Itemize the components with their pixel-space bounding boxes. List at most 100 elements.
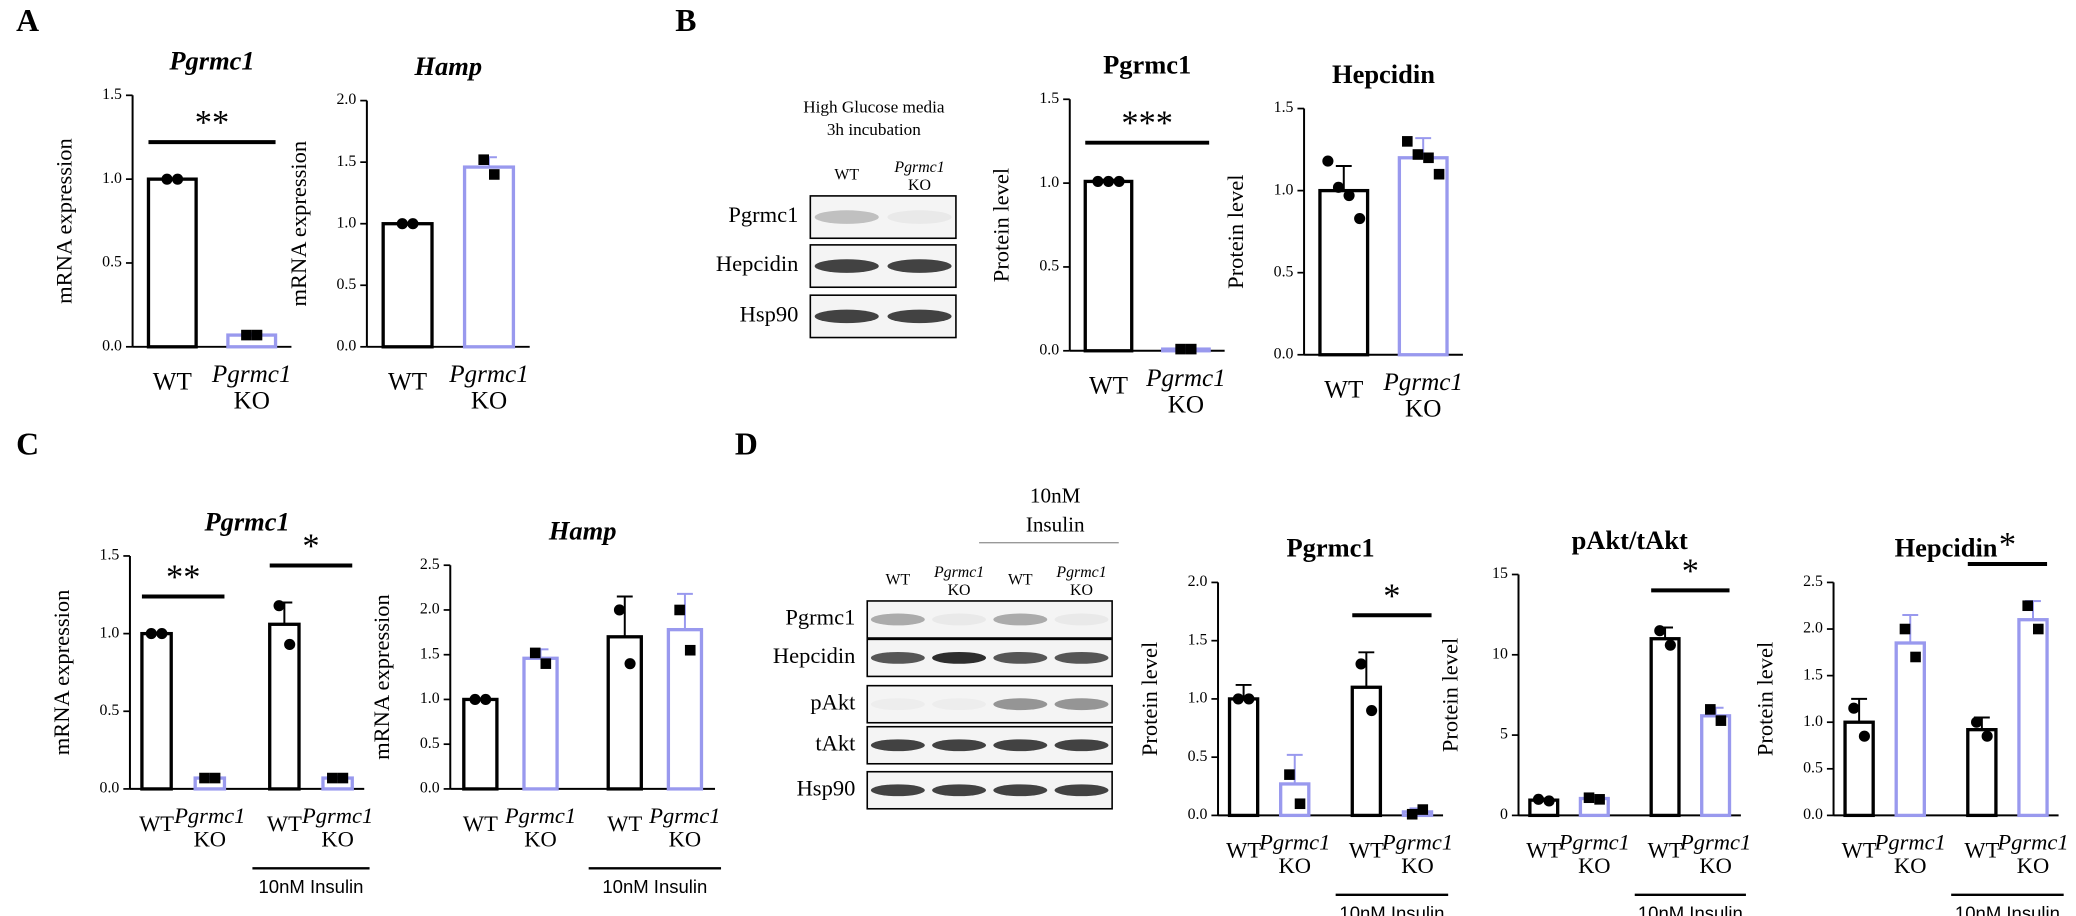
bar (1083, 179, 1134, 353)
data-point (1294, 798, 1306, 810)
y-tick-label: 1.0 (1803, 713, 1823, 730)
row-label: tAkt (815, 730, 856, 755)
row-label: Hepcidin (773, 643, 855, 668)
data-point (407, 218, 419, 230)
y-axis-label: Protein level (1223, 174, 1248, 288)
data-point (1406, 808, 1418, 820)
blot-band (932, 651, 987, 664)
y-axis-label: Protein level (1137, 642, 1162, 756)
data-point (1332, 181, 1345, 193)
panel-letter: C (16, 427, 39, 462)
y-tick-label: 1.5 (1188, 631, 1208, 648)
data-point (1417, 804, 1429, 815)
chart-title: Pgrmc1 (1286, 533, 1374, 563)
data-point (1343, 189, 1355, 202)
blot-frame (866, 600, 1113, 639)
data-point (1705, 704, 1716, 715)
data-point (1322, 155, 1334, 167)
data-point (199, 772, 210, 784)
bar (1649, 637, 1681, 818)
bar (268, 622, 301, 791)
group-label: 10nM Insulin (1339, 903, 1444, 916)
blot-band (932, 784, 987, 797)
y-tick-label: 1.0 (100, 624, 120, 641)
data-point (1594, 794, 1605, 805)
x-tick-label: WT (388, 369, 427, 396)
x-tick-label: WT (267, 811, 302, 836)
bar (146, 177, 198, 349)
chart-title: Hamp (413, 51, 482, 81)
data-point (1402, 136, 1413, 147)
data-point (613, 604, 626, 616)
y-tick-label: 0.0 (420, 780, 440, 797)
chart-title: Pgrmc1 (1103, 50, 1191, 80)
x-tick-label: WT (1648, 838, 1683, 863)
row-label: Hepcidin (716, 251, 798, 276)
data-point (674, 604, 685, 616)
x-tick-label: WT (1324, 377, 1363, 404)
blot-band (887, 259, 952, 273)
data-point (1981, 730, 1993, 742)
blot-band (814, 210, 879, 224)
group-label: 10nM Insulin (602, 876, 707, 897)
bar (1894, 641, 1926, 818)
y-tick-label: 1.0 (1274, 181, 1294, 198)
data-point (1899, 623, 1911, 635)
chart-title: Hepcidin (1895, 533, 1998, 563)
bar (1700, 714, 1732, 818)
x-tick-label: WT (1964, 838, 1999, 863)
y-tick-label: 0.5 (1188, 748, 1208, 765)
x-tick-label: Pgrmc1 KO (1381, 830, 1453, 879)
blot-band (870, 784, 925, 797)
data-point (529, 647, 541, 659)
data-point (1583, 792, 1595, 804)
x-tick-label: WT (1526, 838, 1561, 863)
data-point (488, 169, 500, 180)
data-point (1532, 793, 1545, 805)
blot-band (1054, 613, 1109, 626)
row-label: Pgrmc1 (728, 202, 798, 227)
x-tick-label: WT (463, 811, 498, 836)
bar (2017, 618, 2049, 818)
chart-title: pAkt/tAkt (1572, 525, 1688, 555)
data-point (2033, 623, 2044, 635)
panel-letter: A (16, 3, 39, 38)
data-point (172, 173, 184, 185)
row-label: Pgrmc1 (785, 605, 855, 630)
data-point (480, 693, 492, 706)
data-point (624, 658, 636, 670)
bar (462, 165, 516, 349)
x-tick-label: Pgrmc1 KO (1382, 369, 1463, 422)
data-point (1543, 795, 1555, 807)
x-tick-label: WT (139, 811, 174, 836)
data-point (1858, 730, 1870, 742)
y-tick-label: 2.0 (1188, 573, 1208, 590)
blot-band (871, 698, 925, 710)
significance-label: ** (195, 104, 229, 142)
x-tick-label: Pgrmc1 KO (1558, 830, 1630, 879)
blot-band (814, 259, 879, 273)
bar (1966, 728, 1998, 818)
x-tick-label: Pgrmc1 KO (1145, 365, 1226, 418)
y-tick-label: 0.0 (100, 780, 120, 797)
y-tick-label: 0.0 (1188, 806, 1208, 823)
y-tick-label: 0.5 (420, 735, 440, 752)
y-tick-label: 10 (1492, 645, 1508, 662)
data-point (478, 154, 489, 165)
y-tick-label: 0.5 (1274, 263, 1294, 280)
x-tick-label: WT (1842, 838, 1877, 863)
data-point (469, 693, 481, 706)
y-axis-label: Protein level (1437, 638, 1462, 752)
row-label: Hsp90 (797, 775, 856, 800)
lane-label: Pgrmc1 KO (933, 564, 984, 599)
data-point (1423, 152, 1434, 164)
y-tick-label: 15 (1492, 565, 1508, 582)
lane-label: Pgrmc1 KO (1055, 564, 1106, 599)
bar (381, 222, 434, 349)
x-tick-label: WT (153, 369, 192, 396)
data-point (684, 644, 696, 656)
y-axis-label: Protein level (1753, 642, 1778, 756)
y-tick-label: 1.5 (1803, 666, 1823, 683)
bar (140, 631, 173, 791)
significance-label: ** (166, 559, 200, 597)
